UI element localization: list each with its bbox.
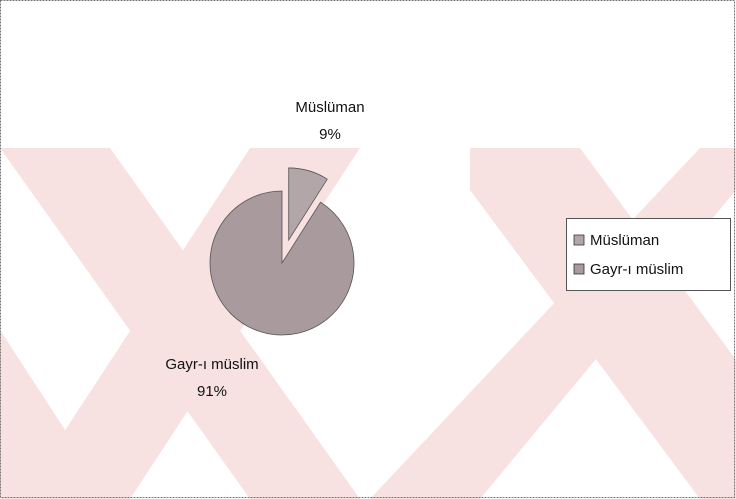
slice-value-label: 9% [319, 126, 341, 143]
pie-slice [288, 167, 328, 242]
legend-label: Gayr-ı müslim [590, 261, 683, 278]
watermark [0, 148, 736, 499]
slice-value-label: 91% [197, 383, 227, 400]
legend-swatch [573, 234, 585, 246]
legend-swatch [573, 263, 585, 275]
legend-label: Müslüman [590, 232, 659, 249]
slice-label: Müslüman [295, 99, 364, 116]
pie-slice [209, 190, 355, 336]
legend-box [566, 218, 731, 291]
slice-label: Gayr-ı müslim [165, 356, 258, 373]
